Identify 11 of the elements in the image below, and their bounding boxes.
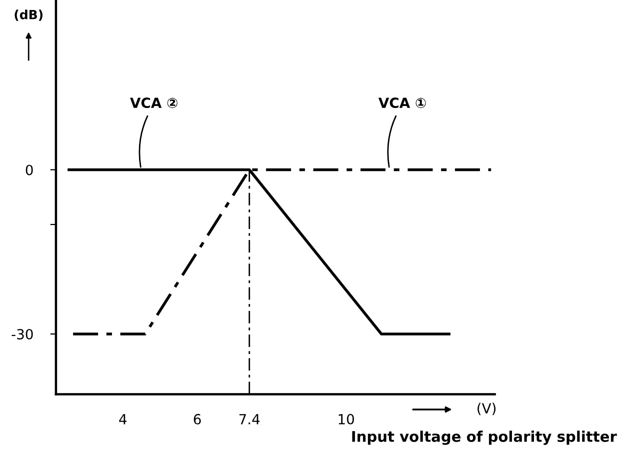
x-tick-label: 6 — [194, 414, 201, 424]
text: (V) — [478, 402, 496, 416]
x-axis-title: Input voltage of polarity splitter — [352, 430, 617, 445]
x-tick-label: 10 — [338, 414, 354, 424]
text: VCA ② — [130, 98, 178, 108]
y-tick-label: -30 — [12, 328, 33, 340]
x-tick-label: 4 — [119, 414, 127, 424]
y-tick-label: 0 — [26, 164, 33, 176]
text: VCA ① — [378, 98, 426, 108]
x-tick-label: 7.4 — [239, 414, 260, 424]
y-axis-title: (dB) — [14, 10, 42, 21]
